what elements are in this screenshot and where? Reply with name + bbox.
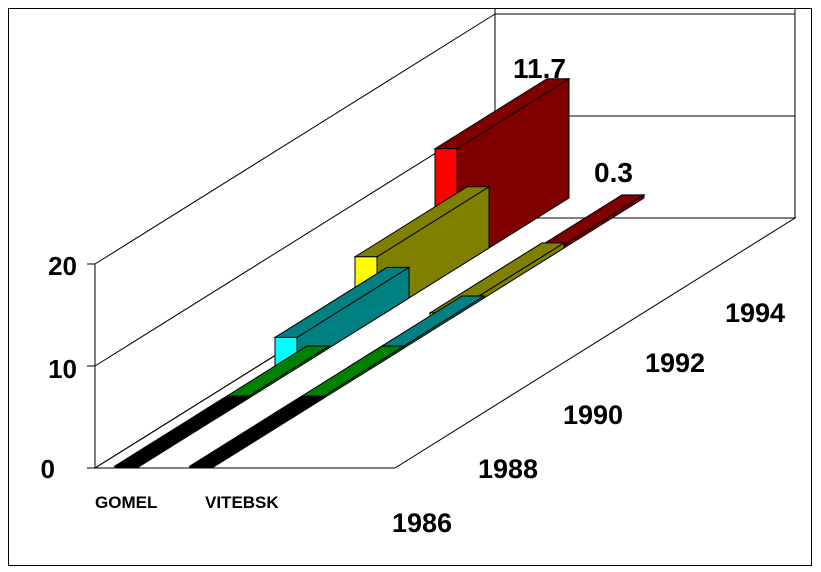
y-tick-label-0: 0	[41, 454, 55, 484]
bar-gomel-1986	[113, 395, 251, 469]
bar-front	[189, 465, 213, 469]
gridline	[94, 115, 496, 367]
y-tick-label-20: 20	[48, 251, 77, 281]
bar-gomel-1990	[273, 266, 411, 369]
bar-front	[114, 465, 138, 469]
category-label-vitebsk: VITEBSK	[205, 493, 279, 512]
data-label-vitebsk-1994: 0.3	[594, 157, 633, 188]
bar-vitebsk-1986	[188, 395, 326, 469]
depth-label-1992: 1992	[645, 348, 705, 378]
chart-labels: 0 10 20 GOMEL VITEBSK 1986 1988 1990 199…	[41, 53, 786, 538]
gridline	[94, 13, 496, 265]
y-tick-label-10: 10	[48, 354, 77, 384]
depth-label-1994: 1994	[725, 298, 785, 328]
data-label-gomel-1994: 11.7	[513, 53, 566, 84]
depth-label-1990: 1990	[563, 400, 623, 430]
depth-label-1986: 1986	[392, 508, 452, 538]
category-label-gomel: GOMEL	[95, 493, 157, 512]
chart-bars	[113, 77, 646, 469]
depth-label-1988: 1988	[478, 454, 538, 484]
chart-frame	[8, 8, 812, 566]
